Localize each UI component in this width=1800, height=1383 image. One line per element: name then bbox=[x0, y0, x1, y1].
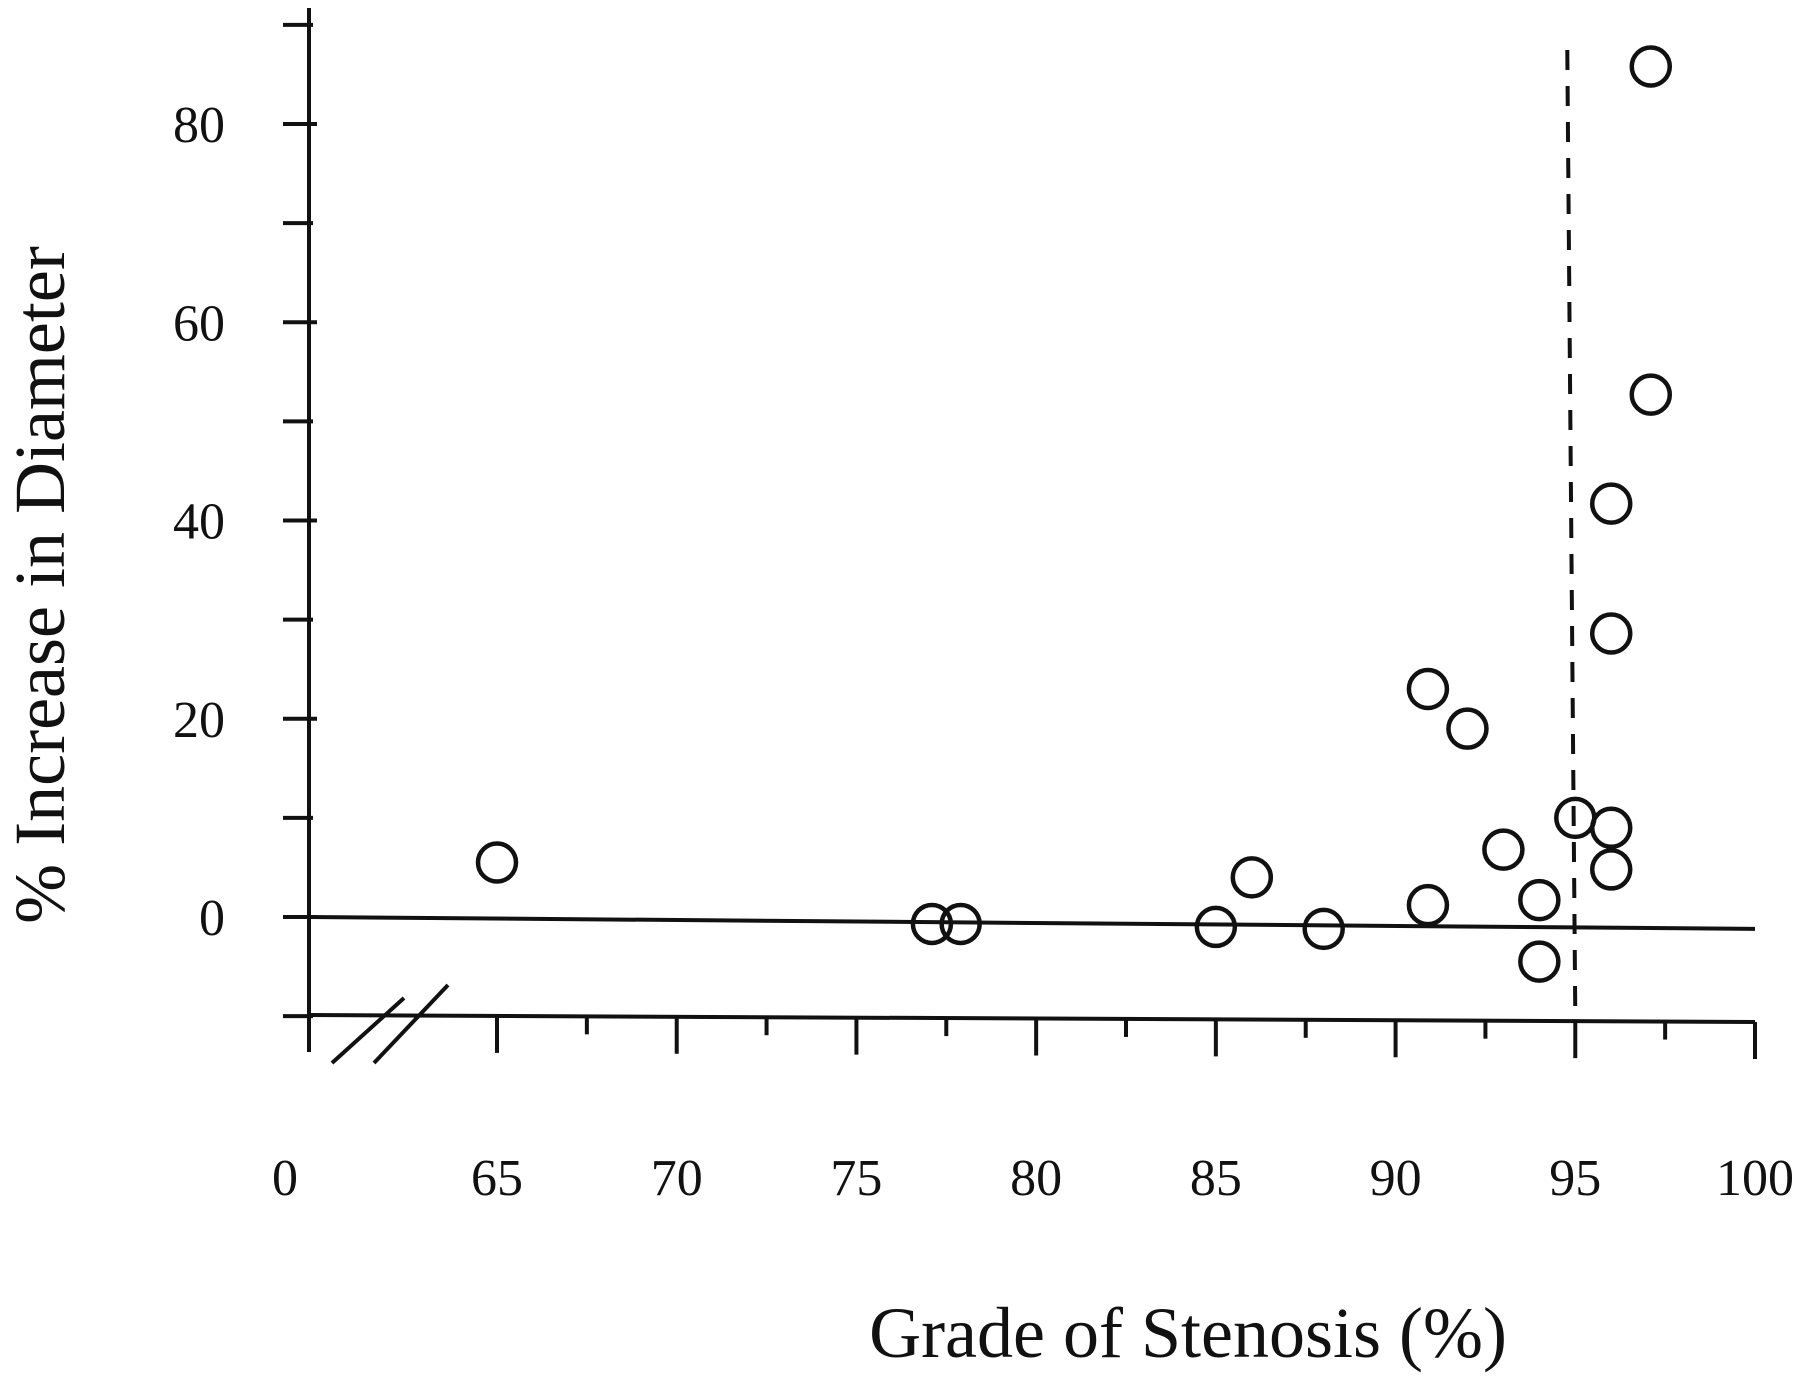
x-axis-line bbox=[308, 1013, 1756, 1024]
y-tick-label: 20 bbox=[173, 692, 225, 749]
x-tick-label: 95 bbox=[1549, 1150, 1601, 1207]
x-tick-label: 90 bbox=[1370, 1150, 1422, 1207]
data-point bbox=[475, 841, 519, 884]
tick-labels: 0 20 40 60 80 0 65 70 75 80 85 90 95 100 bbox=[173, 97, 1794, 1207]
data-points bbox=[475, 45, 1673, 983]
data-point bbox=[1589, 482, 1633, 525]
x-tick-label: 100 bbox=[1716, 1150, 1794, 1207]
data-point bbox=[1589, 848, 1633, 891]
data-point bbox=[1302, 907, 1345, 951]
y-tick-label: 0 bbox=[199, 890, 225, 947]
zero-baseline bbox=[308, 915, 1756, 931]
reference-lines bbox=[308, 49, 1756, 1016]
data-point bbox=[1518, 878, 1561, 922]
data-point bbox=[1629, 373, 1673, 416]
axis-break-mark bbox=[372, 983, 450, 1065]
data-point bbox=[1230, 856, 1274, 899]
axis-break-mark bbox=[330, 996, 406, 1065]
data-point bbox=[910, 902, 954, 946]
x-tick-label: 70 bbox=[651, 1150, 703, 1207]
axes bbox=[283, 8, 1757, 1065]
data-point bbox=[1406, 667, 1450, 711]
data-point bbox=[1406, 883, 1450, 927]
data-point bbox=[1482, 828, 1525, 871]
data-point bbox=[1589, 612, 1633, 655]
x-tick-label: 75 bbox=[830, 1150, 882, 1207]
data-point bbox=[1629, 45, 1673, 88]
data-point bbox=[1446, 707, 1489, 750]
cutoff-dashed-line bbox=[1565, 49, 1578, 1016]
y-tick-label: 60 bbox=[173, 295, 225, 352]
data-point bbox=[939, 902, 982, 946]
x-axis-title: Grade of Stenosis (%) bbox=[869, 1293, 1507, 1373]
y-tick-label: 40 bbox=[173, 494, 225, 551]
data-point bbox=[1518, 940, 1561, 983]
x-tick-label: 80 bbox=[1010, 1150, 1062, 1207]
x-tick-label: 0 bbox=[272, 1150, 298, 1207]
data-point bbox=[1194, 905, 1238, 949]
x-tick-label: 85 bbox=[1190, 1150, 1242, 1207]
data-point bbox=[1589, 806, 1633, 850]
x-tick-label: 65 bbox=[471, 1150, 523, 1207]
y-tick-label: 80 bbox=[173, 97, 225, 154]
y-axis-title: % Increase in Diameter bbox=[0, 246, 80, 924]
